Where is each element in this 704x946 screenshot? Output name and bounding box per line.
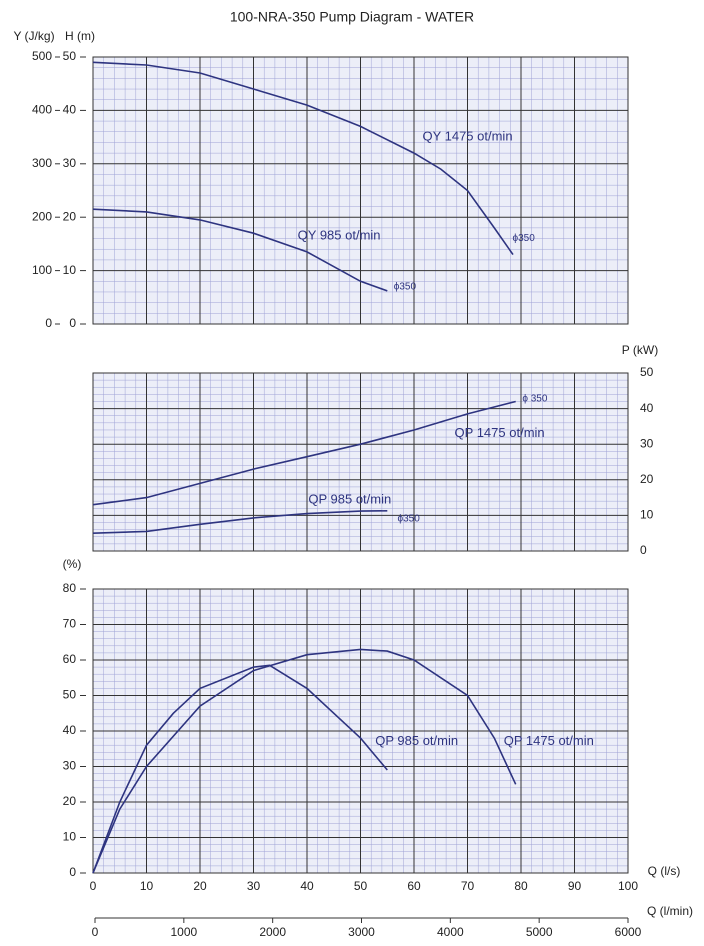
y-tick-label: 30 xyxy=(640,436,654,450)
annotation: ϕ350 xyxy=(398,514,421,525)
curve xyxy=(92,61,514,256)
x-tick-label: 0 xyxy=(90,879,97,893)
y-tick-label: 0 xyxy=(69,865,76,879)
y-tick-label: 20 xyxy=(640,472,654,486)
x-tick-label: 80 xyxy=(514,879,528,893)
x-tick-label: 100 xyxy=(618,879,638,893)
y-axis-label: (%) xyxy=(63,557,82,571)
y-tick-label: 10 xyxy=(640,508,654,522)
y2-tick-label: 300 xyxy=(32,156,52,170)
series-label: QP 985 ot/min xyxy=(375,733,458,748)
chart-title: 100-NRA-350 Pump Diagram - WATER xyxy=(230,9,474,25)
x2-tick-label: 5000 xyxy=(526,925,553,939)
annotation: ϕ 350 xyxy=(522,394,548,405)
y-tick-label: 30 xyxy=(63,759,77,773)
x-tick-label: 20 xyxy=(193,879,207,893)
series-label: QP 1475 ot/min xyxy=(504,733,594,748)
y-axis-label: P (kW) xyxy=(622,343,658,357)
y-tick-label: 80 xyxy=(63,581,77,595)
y-tick-label: 0 xyxy=(69,316,76,330)
x-tick-label: 40 xyxy=(300,879,314,893)
series-label: QY 1475 ot/min xyxy=(422,129,512,144)
x-tick-label: 10 xyxy=(140,879,154,893)
annotation: ϕ350 xyxy=(513,233,536,244)
y-axis-label: H (m) xyxy=(65,29,95,43)
y2-tick-label: 0 xyxy=(45,316,52,330)
y-tick-label: 50 xyxy=(63,688,77,702)
y-tick-label: 30 xyxy=(63,156,77,170)
x2-tick-label: 0 xyxy=(92,925,99,939)
x2-tick-label: 2000 xyxy=(259,925,286,939)
curve xyxy=(92,664,388,874)
y-tick-label: 40 xyxy=(63,723,77,737)
x2-tick-label: 4000 xyxy=(437,925,464,939)
series-label: QP 985 ot/min xyxy=(308,492,391,507)
y2-tick-label: 100 xyxy=(32,263,52,277)
x2-tick-label: 1000 xyxy=(170,925,197,939)
y-tick-label: 50 xyxy=(63,49,77,63)
y-tick-label: 20 xyxy=(63,209,77,223)
y-tick-label: 50 xyxy=(640,365,654,379)
x-tick-label: 90 xyxy=(568,879,582,893)
y-tick-label: 10 xyxy=(63,830,77,844)
x-tick-label: 60 xyxy=(407,879,421,893)
y-tick-label: 20 xyxy=(63,794,77,808)
x-tick-label: 30 xyxy=(247,879,261,893)
x2-tick-label: 3000 xyxy=(348,925,375,939)
x-axis-label: Q (l/s) xyxy=(648,864,681,878)
y-tick-label: 40 xyxy=(63,103,77,117)
x2-axis-label: Q (l/min) xyxy=(647,904,693,918)
y2-tick-label: 500 xyxy=(32,49,52,63)
x-tick-label: 50 xyxy=(354,879,368,893)
curve xyxy=(92,510,388,534)
y2-tick-label: 200 xyxy=(32,209,52,223)
x-tick-label: 70 xyxy=(461,879,475,893)
y-tick-label: 60 xyxy=(63,652,77,666)
y-tick-label: 0 xyxy=(640,543,647,557)
series-label: QY 985 ot/min xyxy=(298,227,381,242)
annotation: ϕ350 xyxy=(394,281,417,292)
y-tick-label: 40 xyxy=(640,401,654,415)
curve xyxy=(92,400,516,506)
x2-tick-label: 6000 xyxy=(615,925,642,939)
series-label: QP 1475 ot/min xyxy=(455,425,545,440)
y-tick-label: 10 xyxy=(63,263,77,277)
y2-tick-label: 400 xyxy=(32,103,52,117)
y-tick-label: 70 xyxy=(63,617,77,631)
curve xyxy=(92,648,517,874)
y2-axis-label: Y (J/kg) xyxy=(13,29,54,43)
curve xyxy=(92,208,388,292)
